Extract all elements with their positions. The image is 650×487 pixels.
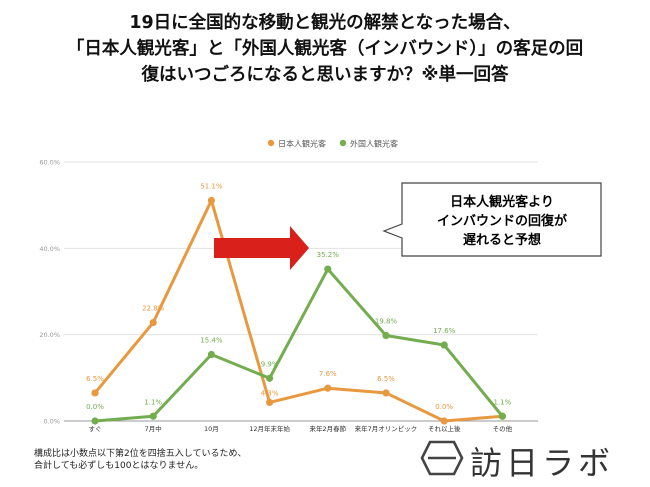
x-tick-label: 来年2月春節 (309, 424, 346, 433)
callout-line-2: インバウンドの回復が (437, 213, 567, 229)
data-label: 51.1% (200, 182, 223, 190)
x-tick-label: 来年7月オリンピック (355, 424, 418, 433)
y-tick-label: 60.0% (39, 159, 60, 167)
data-point (440, 417, 448, 425)
data-label: 1.1% (494, 398, 512, 406)
brand-logo: 訪日ラボ (420, 436, 630, 482)
legend: 日本人観光客 外国人観光客 (267, 139, 398, 149)
callout-line-1: 日本人観光客より (450, 194, 554, 210)
data-label: 9.9% (261, 360, 279, 368)
series-line-0 (93, 198, 503, 423)
x-tick-label: それ以上後 (428, 424, 461, 433)
x-axis-ticks: すぐ 7月中 10月 12月年末年始 来年2月春節 来年7月オリンピック それ以上後 その他 (89, 424, 513, 433)
chart-title: 19日に全国的な移動と観光の解禁となった場合、 「日本人観光客」と「外国人観光客… (0, 10, 650, 88)
data-label: 4.3% (261, 389, 279, 397)
data-point (149, 412, 157, 420)
data-label: 17.6% (433, 327, 456, 335)
footnote: 構成比は小数点以下第2位を四捨五入しているため、 合計しても必ずしも100とはな… (34, 448, 246, 472)
data-point (91, 389, 99, 397)
data-label: 22.8% (142, 305, 165, 313)
y-tick-label: 20.0% (39, 331, 60, 339)
data-label: 0.0% (435, 403, 453, 411)
logo-text: 訪日ラボ (470, 444, 615, 482)
callout-line-3: 遅れると予想 (463, 232, 541, 248)
data-point (266, 398, 274, 407)
legend-marker-japanese (267, 139, 275, 147)
legend-marker-foreign (339, 139, 347, 147)
title-line-3: 復はいつごろになると思いますか？※単一回答 (141, 65, 509, 85)
data-label: 15.4% (200, 337, 223, 345)
data-point (324, 384, 332, 392)
legend-label-japanese: 日本人観光客 (278, 139, 326, 149)
series-line-1 (94, 267, 504, 423)
x-tick-label: すぐ (89, 425, 102, 433)
y-tick-label: 0.0% (43, 418, 60, 426)
data-label: 19.8% (375, 318, 398, 326)
title-line-1: 19日に全国的な移動と観光の解禁となった場合、 (129, 13, 521, 33)
y-axis-ticks: 0.0% 20.0% 40.0% 60.0% (39, 159, 60, 426)
data-label: 0.0% (86, 403, 104, 411)
x-tick-label: 10月 (204, 425, 219, 433)
footnote-line-1: 構成比は小数点以下第2位を四捨五入しているため、 (34, 449, 247, 459)
callout-box: 日本人観光客より インバウンドの回復が 遅れると予想 (382, 182, 602, 257)
footnote-line-2: 合計しても必ずしも100とはなりません。 (34, 461, 204, 471)
series-lines (91, 196, 506, 425)
x-tick-label: 12月年末年始 (249, 424, 290, 433)
data-label: 6.5% (377, 375, 395, 383)
data-label: 7.6% (319, 370, 337, 378)
data-point (207, 350, 215, 359)
data-point (324, 265, 332, 273)
data-label: 1.1% (144, 398, 162, 406)
x-tick-label: 7月中 (145, 424, 162, 433)
data-point (440, 341, 448, 349)
x-tick-label: その他 (493, 424, 513, 433)
data-point (91, 417, 99, 425)
data-point (207, 196, 215, 205)
data-point (382, 331, 390, 340)
data-point (266, 374, 274, 382)
legend-label-foreign: 外国人観光客 (350, 139, 398, 149)
data-point (382, 389, 390, 397)
data-label: 6.5% (86, 375, 104, 383)
data-label: 35.2% (317, 251, 340, 259)
data-point (498, 412, 506, 420)
title-line-2: 「日本人観光客」と「外国人観光客（インバウンド）」の客足の回 (66, 39, 584, 59)
y-tick-label: 40.0% (39, 245, 60, 253)
data-labels: 6.5% 22.8% 51.1% 4.3% 7.6% 6.5% 0.0% 0.0% 1.1% 15… (86, 182, 512, 411)
red-arrow-icon (214, 226, 309, 270)
hexagon-logo-icon (420, 440, 464, 476)
data-point (149, 318, 157, 327)
